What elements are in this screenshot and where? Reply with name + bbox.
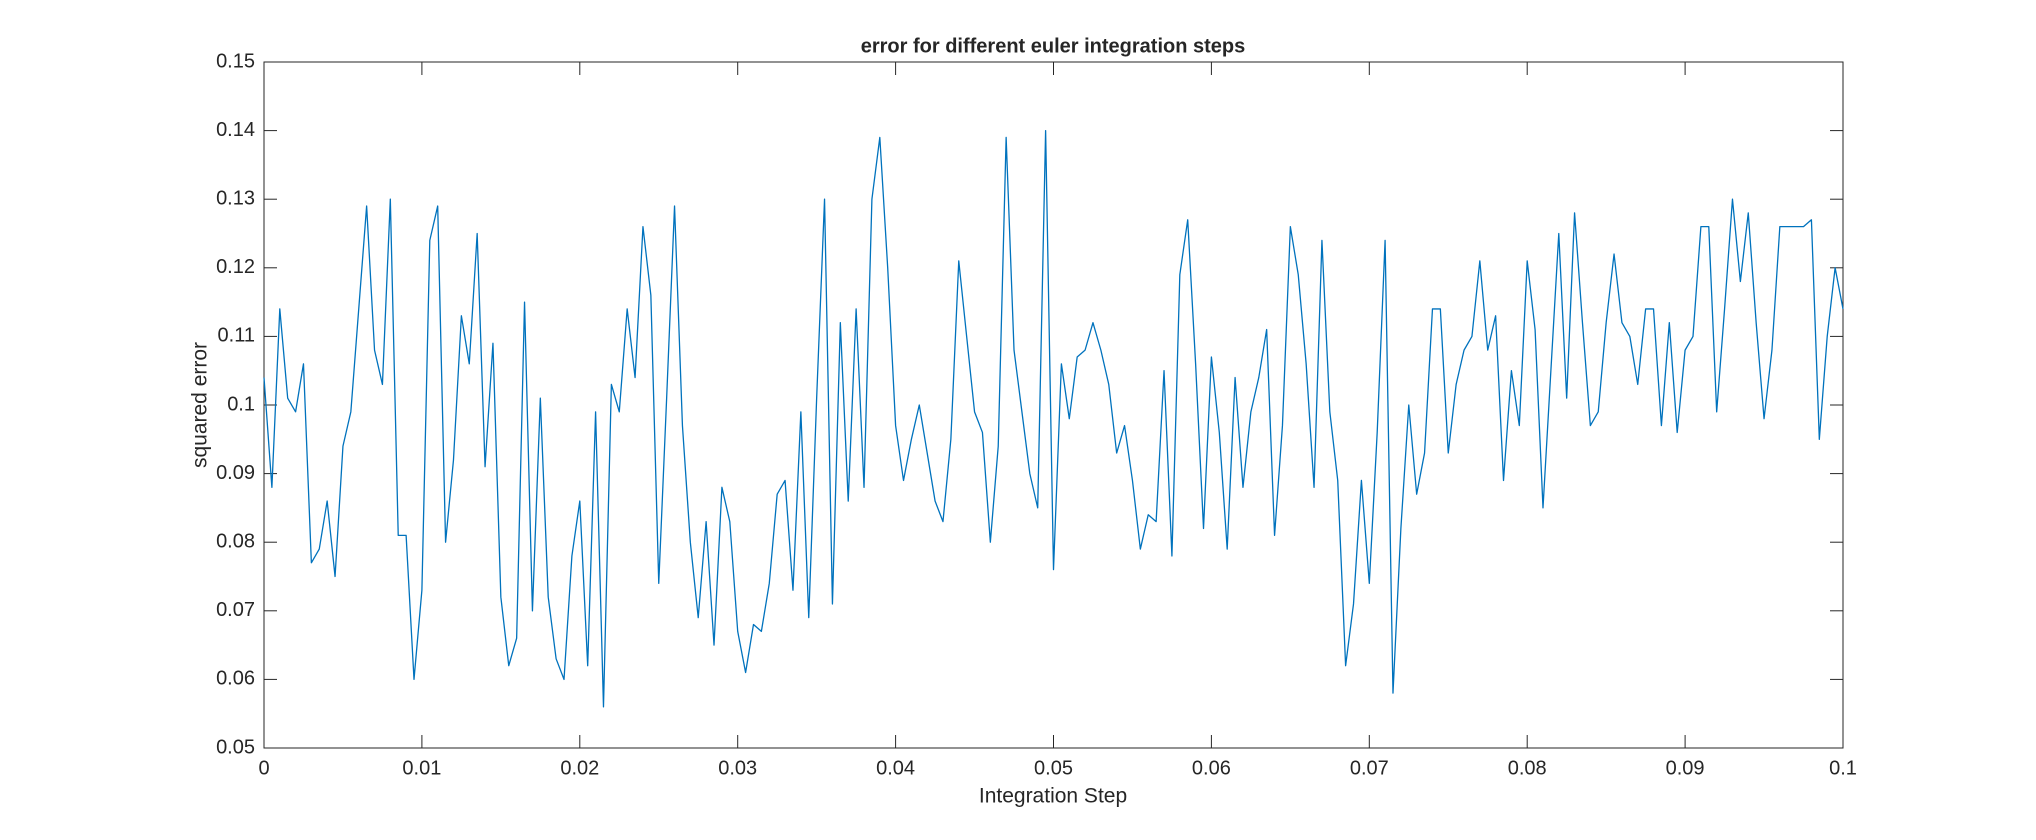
y-tick-label: 0.09: [216, 462, 255, 484]
y-tick-label: 0.07: [216, 599, 255, 621]
x-tick-label: 0: [258, 757, 269, 779]
x-tick-label: 0.1: [1829, 757, 1857, 779]
x-tick-label: 0.08: [1508, 757, 1547, 779]
x-tick-label: 0.01: [402, 757, 441, 779]
y-tick-label: 0.15: [216, 50, 255, 72]
x-tick-label: 0.07: [1350, 757, 1389, 779]
y-tick-label: 0.13: [216, 187, 255, 209]
chart-title: error for different euler integration st…: [861, 35, 1246, 57]
y-tick-label: 0.05: [216, 736, 255, 758]
y-tick-label: 0.14: [216, 119, 255, 141]
x-tick-label: 0.05: [1034, 757, 1073, 779]
y-tick-label: 0.06: [216, 668, 255, 690]
x-axis-label: Integration Step: [979, 785, 1127, 808]
x-tick-label: 0.03: [718, 757, 757, 779]
x-tick-label: 0.06: [1192, 757, 1231, 779]
y-tick-label: 0.11: [218, 325, 255, 347]
x-tick-label: 0.04: [876, 757, 915, 779]
data-line: [263, 129, 1844, 708]
y-axis-label: squared error: [189, 342, 212, 468]
y-tick-label: 0.08: [216, 530, 255, 552]
plot-area: [263, 61, 1844, 749]
y-tick-label: 0.1: [227, 393, 255, 415]
y-tick-label: 0.12: [216, 256, 255, 278]
x-tick-label: 0.02: [560, 757, 599, 779]
x-tick-label: 0.09: [1666, 757, 1705, 779]
